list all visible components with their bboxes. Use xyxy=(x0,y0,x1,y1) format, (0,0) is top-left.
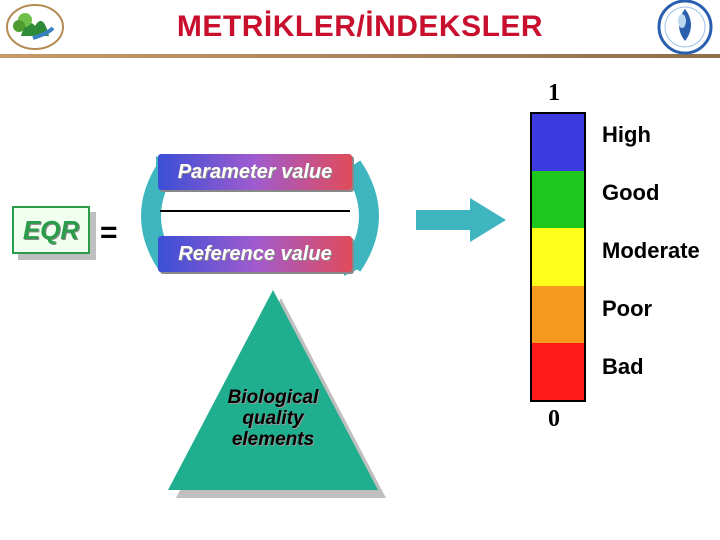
slide-header: METRİKLER/İNDEKSLER xyxy=(0,0,720,58)
band-label-moderate: Moderate xyxy=(602,238,700,264)
scale-band-poor xyxy=(532,286,584,343)
scale-band-bad xyxy=(532,343,584,400)
agency-logo-right xyxy=(650,0,720,56)
parameter-value-label: Parameter value xyxy=(178,161,333,184)
bqe-line1: Biological xyxy=(203,388,343,409)
diagram-canvas: EQR = Parameter value Reference value xyxy=(0,58,720,536)
band-label-good: Good xyxy=(602,180,659,206)
reference-value-label: Reference value xyxy=(178,243,331,266)
scale-bottom-number: 0 xyxy=(548,406,560,433)
scale-band-good xyxy=(532,171,584,228)
result-arrow xyxy=(416,198,506,242)
reference-value-box: Reference value xyxy=(158,236,352,272)
fraction-divider xyxy=(160,210,350,212)
band-label-bad: Bad xyxy=(602,354,644,380)
bqe-line3: elements xyxy=(203,430,343,451)
eqr-label: EQR xyxy=(23,215,79,246)
band-label-poor: Poor xyxy=(602,296,652,322)
ministry-logo-left xyxy=(0,0,70,56)
quality-scale-bar xyxy=(530,112,586,402)
bqe-line2: quality xyxy=(203,409,343,430)
bqe-triangle-label: Biological quality elements xyxy=(203,388,343,451)
parameter-value-box: Parameter value xyxy=(158,154,352,190)
scale-top-number: 1 xyxy=(548,80,560,107)
eqr-box: EQR xyxy=(12,206,90,254)
band-label-high: High xyxy=(602,122,651,148)
scale-band-high xyxy=(532,114,584,171)
scale-band-moderate xyxy=(532,228,584,285)
slide-title: METRİKLER/İNDEKSLER xyxy=(70,10,650,44)
equals-sign: = xyxy=(100,216,118,250)
